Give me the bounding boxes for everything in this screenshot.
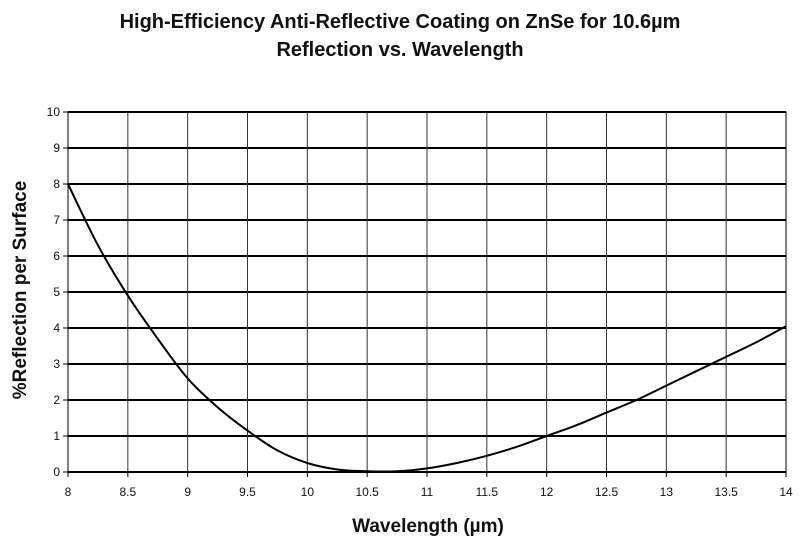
x-tick-label: 8.5 (119, 485, 136, 499)
series-layer (67, 183, 787, 473)
data-point (157, 338, 159, 340)
data-point (67, 183, 69, 185)
x-tick-label: 9.5 (239, 485, 256, 499)
x-tick-label: 12.5 (595, 485, 619, 499)
x-axis-ticks: 8 8.5 9 9.5 10 10.5 11 11.5 12 12.5 13 13.5 14 (65, 472, 793, 499)
data-point (366, 470, 368, 472)
data-point (635, 399, 637, 401)
y-tick-label: 4 (53, 321, 60, 335)
x-tick-label: 8 (65, 485, 72, 499)
data-point (247, 430, 248, 432)
data-point (606, 412, 607, 414)
data-point (755, 341, 757, 343)
data-point (695, 370, 697, 372)
y-tick-label: 0 (53, 465, 60, 479)
chart-subtitle: Reflection vs. Wavelength (276, 39, 524, 61)
x-tick-label: 13 (660, 485, 674, 499)
data-point (217, 406, 219, 408)
y-tick-label: 1 (53, 429, 60, 443)
chart-title-block: High-Efficiency Anti-Reflective Coating … (0, 8, 800, 64)
data-point (456, 462, 458, 464)
y-tick-label: 9 (53, 141, 60, 155)
y-tick-label: 10 (47, 105, 61, 119)
y-axis-ticks: 0 1 2 3 4 5 6 7 8 9 10 (47, 105, 68, 479)
y-tick-label: 2 (53, 393, 60, 407)
data-point (725, 356, 727, 358)
grid (67, 111, 787, 473)
x-tick-label: 14 (779, 485, 793, 499)
x-tick-label: 11 (421, 485, 434, 499)
x-tick-label: 10.5 (355, 485, 379, 499)
y-tick-label: 5 (53, 285, 60, 299)
data-point (97, 244, 99, 246)
y-tick-label: 3 (53, 357, 60, 371)
data-point (306, 462, 308, 464)
data-point (336, 468, 338, 470)
x-tick-label: 12 (540, 485, 554, 499)
chart-title: High-Efficiency Anti-Reflective Coating … (119, 11, 681, 33)
y-tick-label: 7 (53, 213, 60, 227)
data-point (276, 449, 278, 451)
data-point (665, 385, 667, 387)
y-tick-label: 8 (53, 177, 60, 191)
data-point (396, 470, 398, 472)
data-point (127, 295, 129, 297)
data-point (546, 435, 548, 437)
x-tick-label: 9 (184, 485, 191, 499)
y-axis-title: %Reflection per Surface (10, 181, 31, 400)
data-point (187, 377, 189, 379)
x-tick-label: 13.5 (714, 485, 738, 499)
data-point (486, 455, 488, 457)
x-tick-label: 10 (301, 485, 315, 499)
data-point (576, 424, 578, 426)
x-tick-label: 11.5 (476, 485, 499, 499)
x-axis-title: Wavelength (µm) (352, 516, 504, 537)
y-tick-label: 6 (53, 249, 60, 263)
data-point (516, 446, 518, 448)
data-point (785, 325, 787, 327)
data-point (426, 467, 428, 469)
